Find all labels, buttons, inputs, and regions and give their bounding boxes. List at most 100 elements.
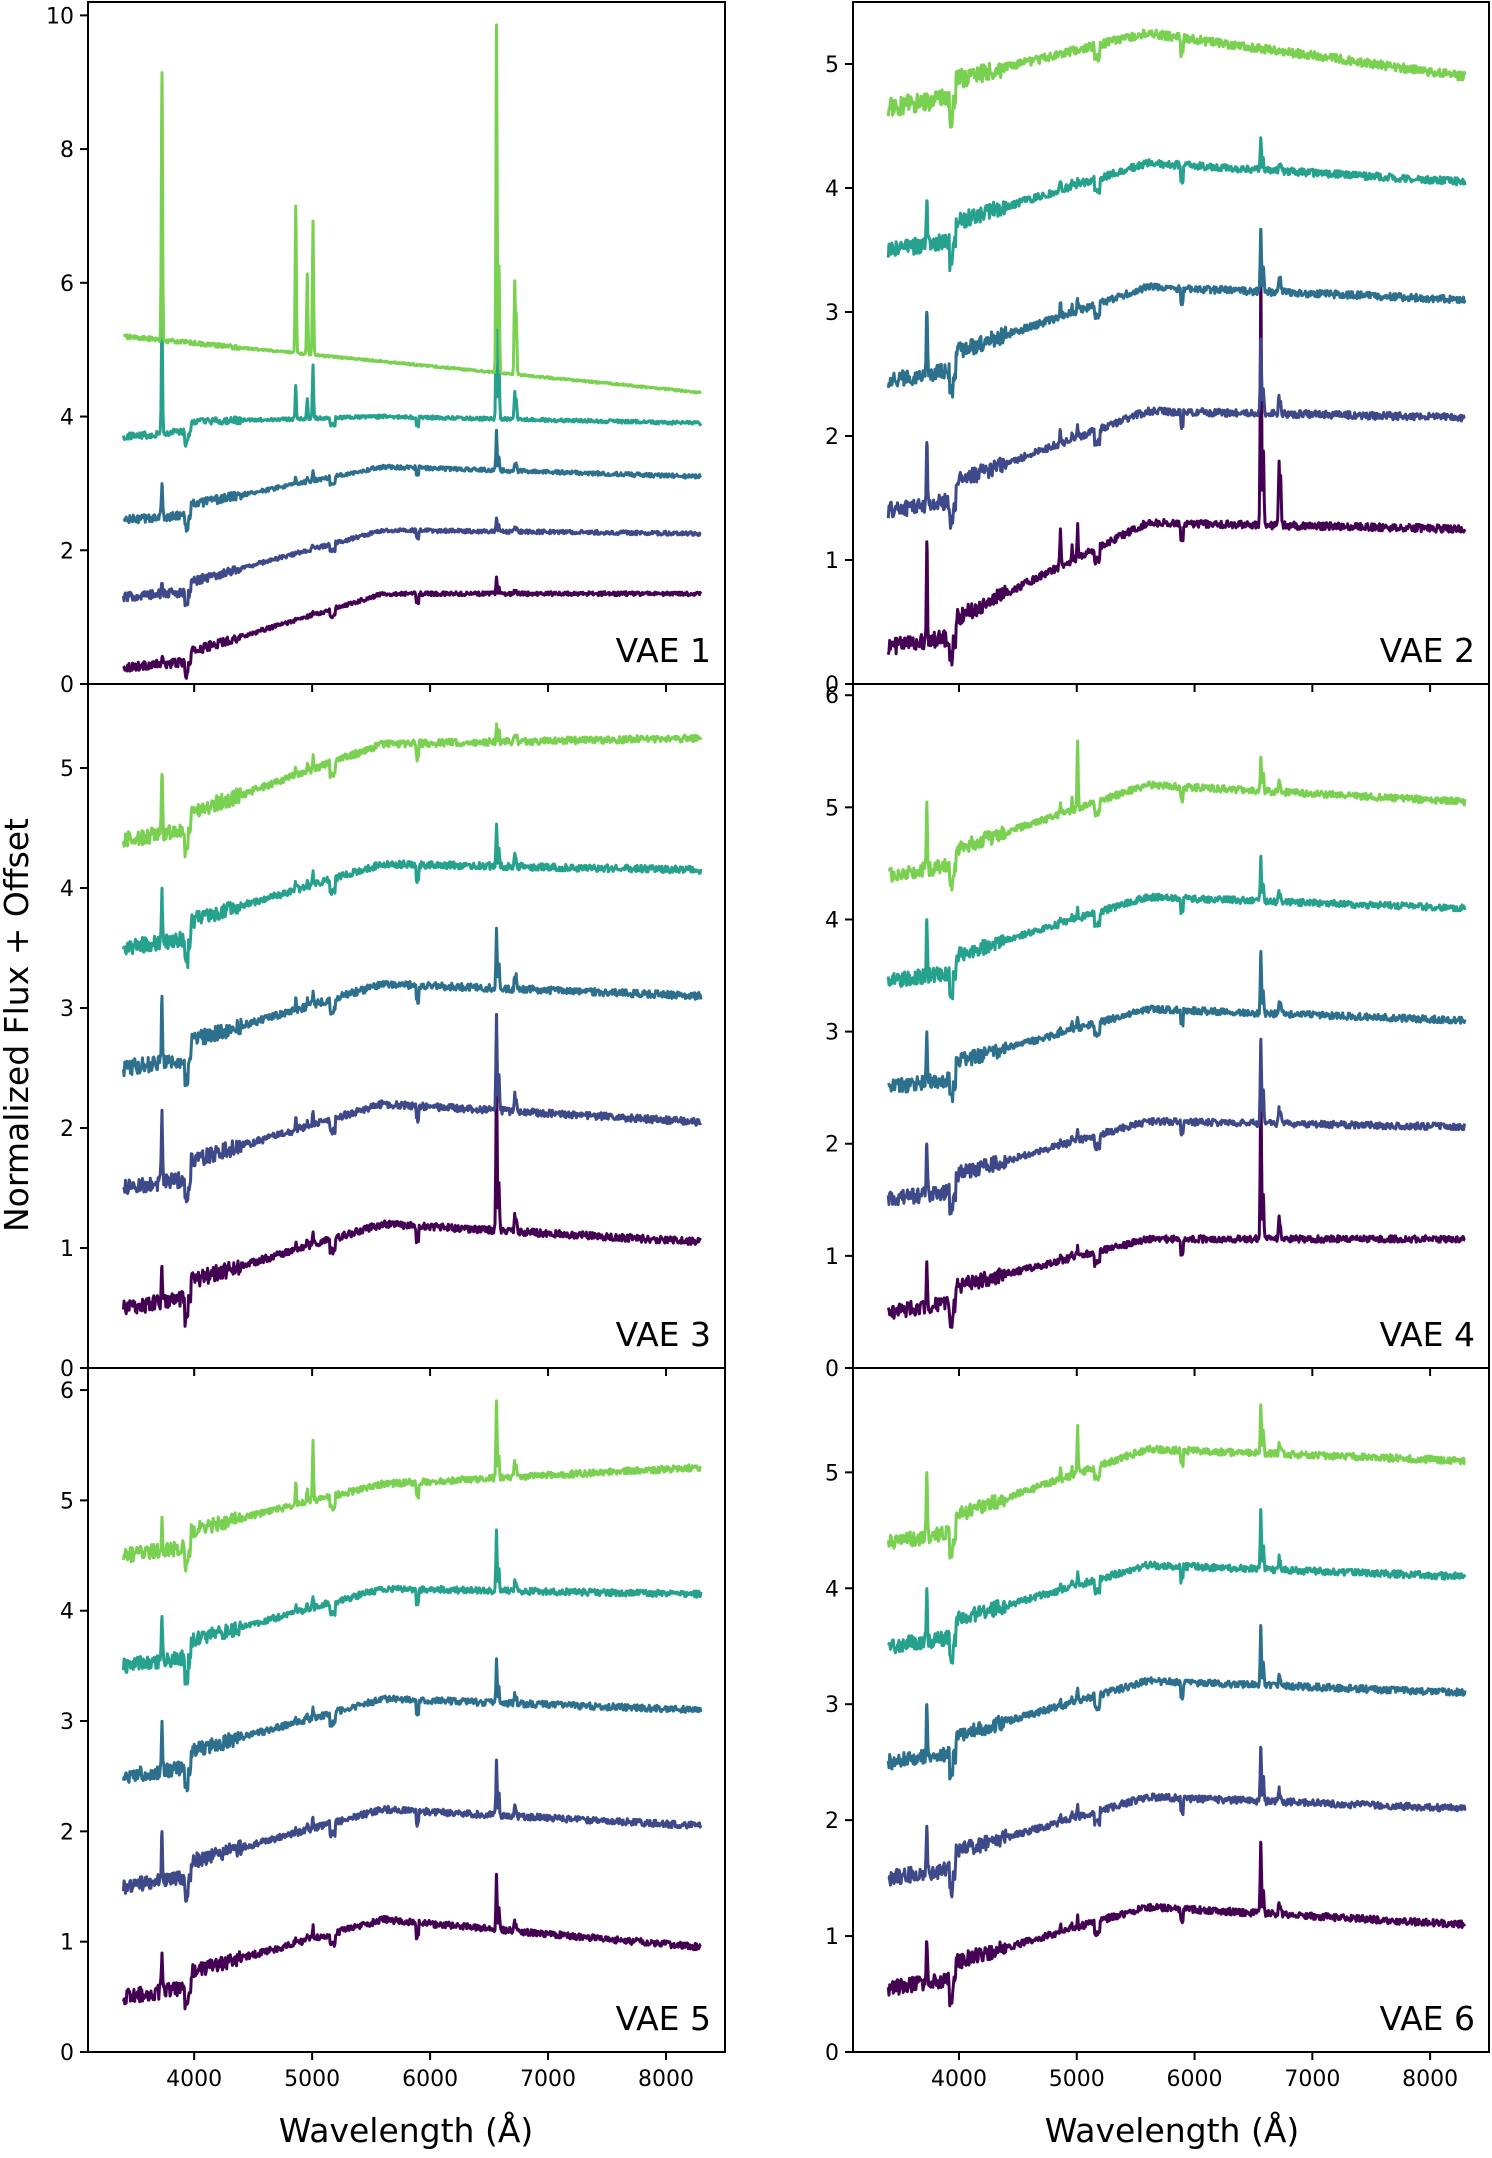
panel-4: 0 1 2 3 4 5 6 VAE 4 <box>825 683 1490 1382</box>
y-tick-label: 0 <box>60 673 74 698</box>
series-line-3 <box>121 1657 703 1793</box>
y-tick-label: 3 <box>60 997 74 1022</box>
series-line-5 <box>886 1403 1466 1560</box>
panel-4-series <box>886 739 1467 1329</box>
y-tick-label: 1 <box>825 1245 839 1270</box>
series-line-5 <box>121 722 703 859</box>
series-line-1 <box>121 1872 702 2011</box>
y-tick-label: 0 <box>825 673 839 698</box>
x-tick-label: 6000 <box>1167 2067 1223 2092</box>
y-tick-label: 2 <box>60 539 74 564</box>
panel-label: VAE 2 <box>1380 631 1475 670</box>
axes-frame <box>852 1367 1490 2053</box>
y-tick-label: 10 <box>46 4 74 29</box>
y-tick-label: 5 <box>60 1489 74 1514</box>
series-line-4 <box>886 136 1467 273</box>
series-line-3 <box>887 950 1467 1104</box>
panel-3: 0 1 2 3 4 5 VAE 3 <box>60 683 726 1382</box>
y-tick-label: 5 <box>825 1461 839 1486</box>
series-line-4 <box>121 822 703 970</box>
panel-1-series <box>121 23 703 680</box>
series-line-1 <box>886 275 1467 667</box>
panel-6: 0 1 2 3 4 5 4000 5000 6000 7000 8000 VAE 6 <box>825 1367 1490 2092</box>
panel-2-series <box>886 28 1467 667</box>
y-tick-label: 0 <box>825 1357 839 1382</box>
series-line-1 <box>886 1840 1467 2008</box>
panel-5: 0 1 2 3 4 5 6 4000 5000 6000 7000 8000 VAE 5 <box>60 1367 726 2092</box>
y-tick-label: 1 <box>60 1237 74 1262</box>
series-line-2 <box>887 1745 1467 1899</box>
panel-label: VAE 3 <box>616 1315 711 1354</box>
y-tick-label: 1 <box>60 1931 74 1956</box>
series-line-4 <box>121 1528 703 1686</box>
y-tick-label: 5 <box>825 796 839 821</box>
series-line-3 <box>886 227 1467 399</box>
series-line-3 <box>122 428 703 533</box>
panel-3-series <box>121 722 703 1328</box>
panel-label: VAE 4 <box>1380 1315 1475 1354</box>
panel-label: VAE 6 <box>1380 1999 1475 2038</box>
series-line-3 <box>886 1624 1467 1781</box>
panel-5-series <box>121 1399 703 2011</box>
panel-2: 0 1 2 3 4 5 VAE 2 <box>825 1 1490 698</box>
y-tick-label: 5 <box>825 53 839 78</box>
y-tick-label: 0 <box>60 2041 74 2066</box>
y-tick-label: 2 <box>825 1133 839 1158</box>
series-line-4 <box>886 854 1467 1001</box>
y-tick-label: 4 <box>60 406 74 431</box>
x-tick-label: 6000 <box>402 2067 458 2092</box>
series-line-5 <box>121 1399 702 1573</box>
x-tick-label: 8000 <box>638 2067 694 2092</box>
y-axis-label: Normalized Flux + Offset <box>0 818 36 1232</box>
series-line-4 <box>121 257 703 448</box>
series-line-1 <box>886 1080 1466 1329</box>
series-line-3 <box>121 926 703 1088</box>
panel-label: VAE 5 <box>616 1999 711 2038</box>
y-tick-label: 6 <box>60 1379 74 1404</box>
y-tick-label: 2 <box>825 1809 839 1834</box>
panel-1: 0 2 4 6 8 10 VAE 1 <box>46 1 726 698</box>
y-tick-label: 2 <box>60 1117 74 1142</box>
y-tick-label: 6 <box>60 272 74 297</box>
x-axis-label-left: Wavelength (Å) <box>279 2110 534 2150</box>
y-tick-label: 6 <box>825 684 839 709</box>
series-line-5 <box>886 28 1467 129</box>
x-tick-label: 7000 <box>1284 2067 1340 2092</box>
y-tick-label: 4 <box>825 1577 839 1602</box>
panel-label: VAE 1 <box>616 631 711 670</box>
series-line-2 <box>121 1758 703 1903</box>
series-line-5 <box>122 23 703 395</box>
series-line-2 <box>886 337 1466 530</box>
series-line-1 <box>122 575 703 680</box>
y-tick-label: 5 <box>60 757 74 782</box>
x-tick-label: 7000 <box>520 2067 576 2092</box>
axes-frame <box>87 1367 726 2053</box>
axes-frame <box>87 683 726 1369</box>
y-tick-label: 2 <box>60 1820 74 1845</box>
y-tick-label: 1 <box>825 1925 839 1950</box>
series-line-2 <box>121 516 702 608</box>
series-line-1 <box>121 1060 702 1328</box>
x-tick-label: 4000 <box>166 2067 222 2092</box>
y-tick-label: 4 <box>60 877 74 902</box>
x-tick-label: 4000 <box>931 2067 987 2092</box>
series-line-2 <box>886 1037 1467 1216</box>
series-line-5 <box>887 739 1467 892</box>
y-tick-label: 3 <box>825 1021 839 1046</box>
y-tick-label: 0 <box>60 1357 74 1382</box>
panel-6-series <box>886 1403 1467 2008</box>
y-tick-label: 2 <box>825 425 839 450</box>
y-tick-label: 8 <box>60 138 74 163</box>
x-axis-label-right: Wavelength (Å) <box>1045 2110 1300 2150</box>
series-line-4 <box>886 1508 1467 1665</box>
y-tick-label: 3 <box>60 1710 74 1735</box>
x-tick-label: 8000 <box>1402 2067 1458 2092</box>
y-tick-label: 1 <box>825 549 839 574</box>
y-tick-label: 4 <box>60 1600 74 1625</box>
y-tick-label: 0 <box>825 2041 839 2066</box>
y-tick-label: 3 <box>825 301 839 326</box>
y-tick-label: 4 <box>825 177 839 202</box>
series-line-2 <box>122 1012 703 1204</box>
